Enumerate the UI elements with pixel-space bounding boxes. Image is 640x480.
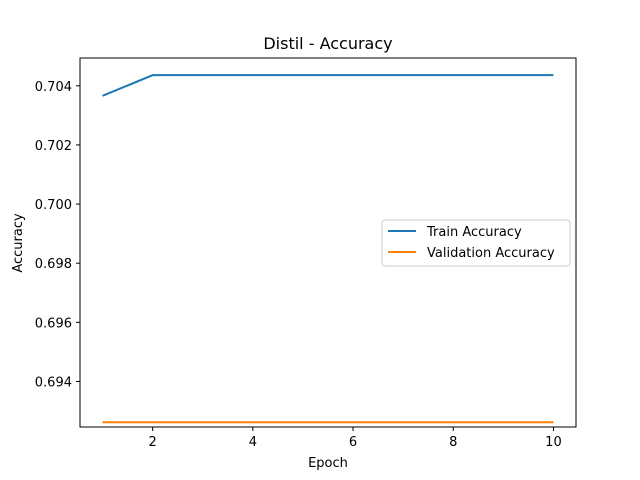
- legend-box: [381, 219, 571, 267]
- x-tick-label: 8: [449, 435, 457, 450]
- y-tick-label: 0.694: [35, 375, 72, 390]
- x-axis-title: Epoch: [308, 456, 348, 471]
- x-tick-label: 2: [149, 435, 157, 450]
- y-axis-title: Accuracy: [11, 213, 26, 273]
- x-tick-label: 10: [545, 435, 562, 450]
- y-tick-label: 0.696: [35, 316, 72, 331]
- chart-title: Distil - Accuracy: [263, 34, 392, 53]
- x-axis-ticks: 2 4 6 8 10: [149, 427, 562, 450]
- legend-label-validation: Validation Accuracy: [427, 246, 555, 261]
- y-tick-label: 0.700: [35, 198, 72, 213]
- legend-label-train: Train Accuracy: [426, 225, 522, 240]
- y-tick-label: 0.702: [35, 139, 72, 154]
- legend: Train Accuracy Validation Accuracy: [381, 219, 571, 267]
- series-line-0: [102, 74, 554, 97]
- series-layer: [102, 74, 554, 424]
- plot-area: 2 4 6 8 10 0.694 0.696 0.698 0.700 0.702 0.704: [35, 57, 577, 450]
- x-tick-label: 4: [249, 435, 257, 450]
- y-tick-label: 0.698: [35, 257, 72, 272]
- y-tick-label: 0.704: [35, 80, 72, 95]
- plot-frame: [79, 57, 577, 428]
- y-axis-ticks: 0.694 0.696 0.698 0.700 0.702 0.704: [35, 80, 80, 390]
- x-tick-label: 6: [349, 435, 357, 450]
